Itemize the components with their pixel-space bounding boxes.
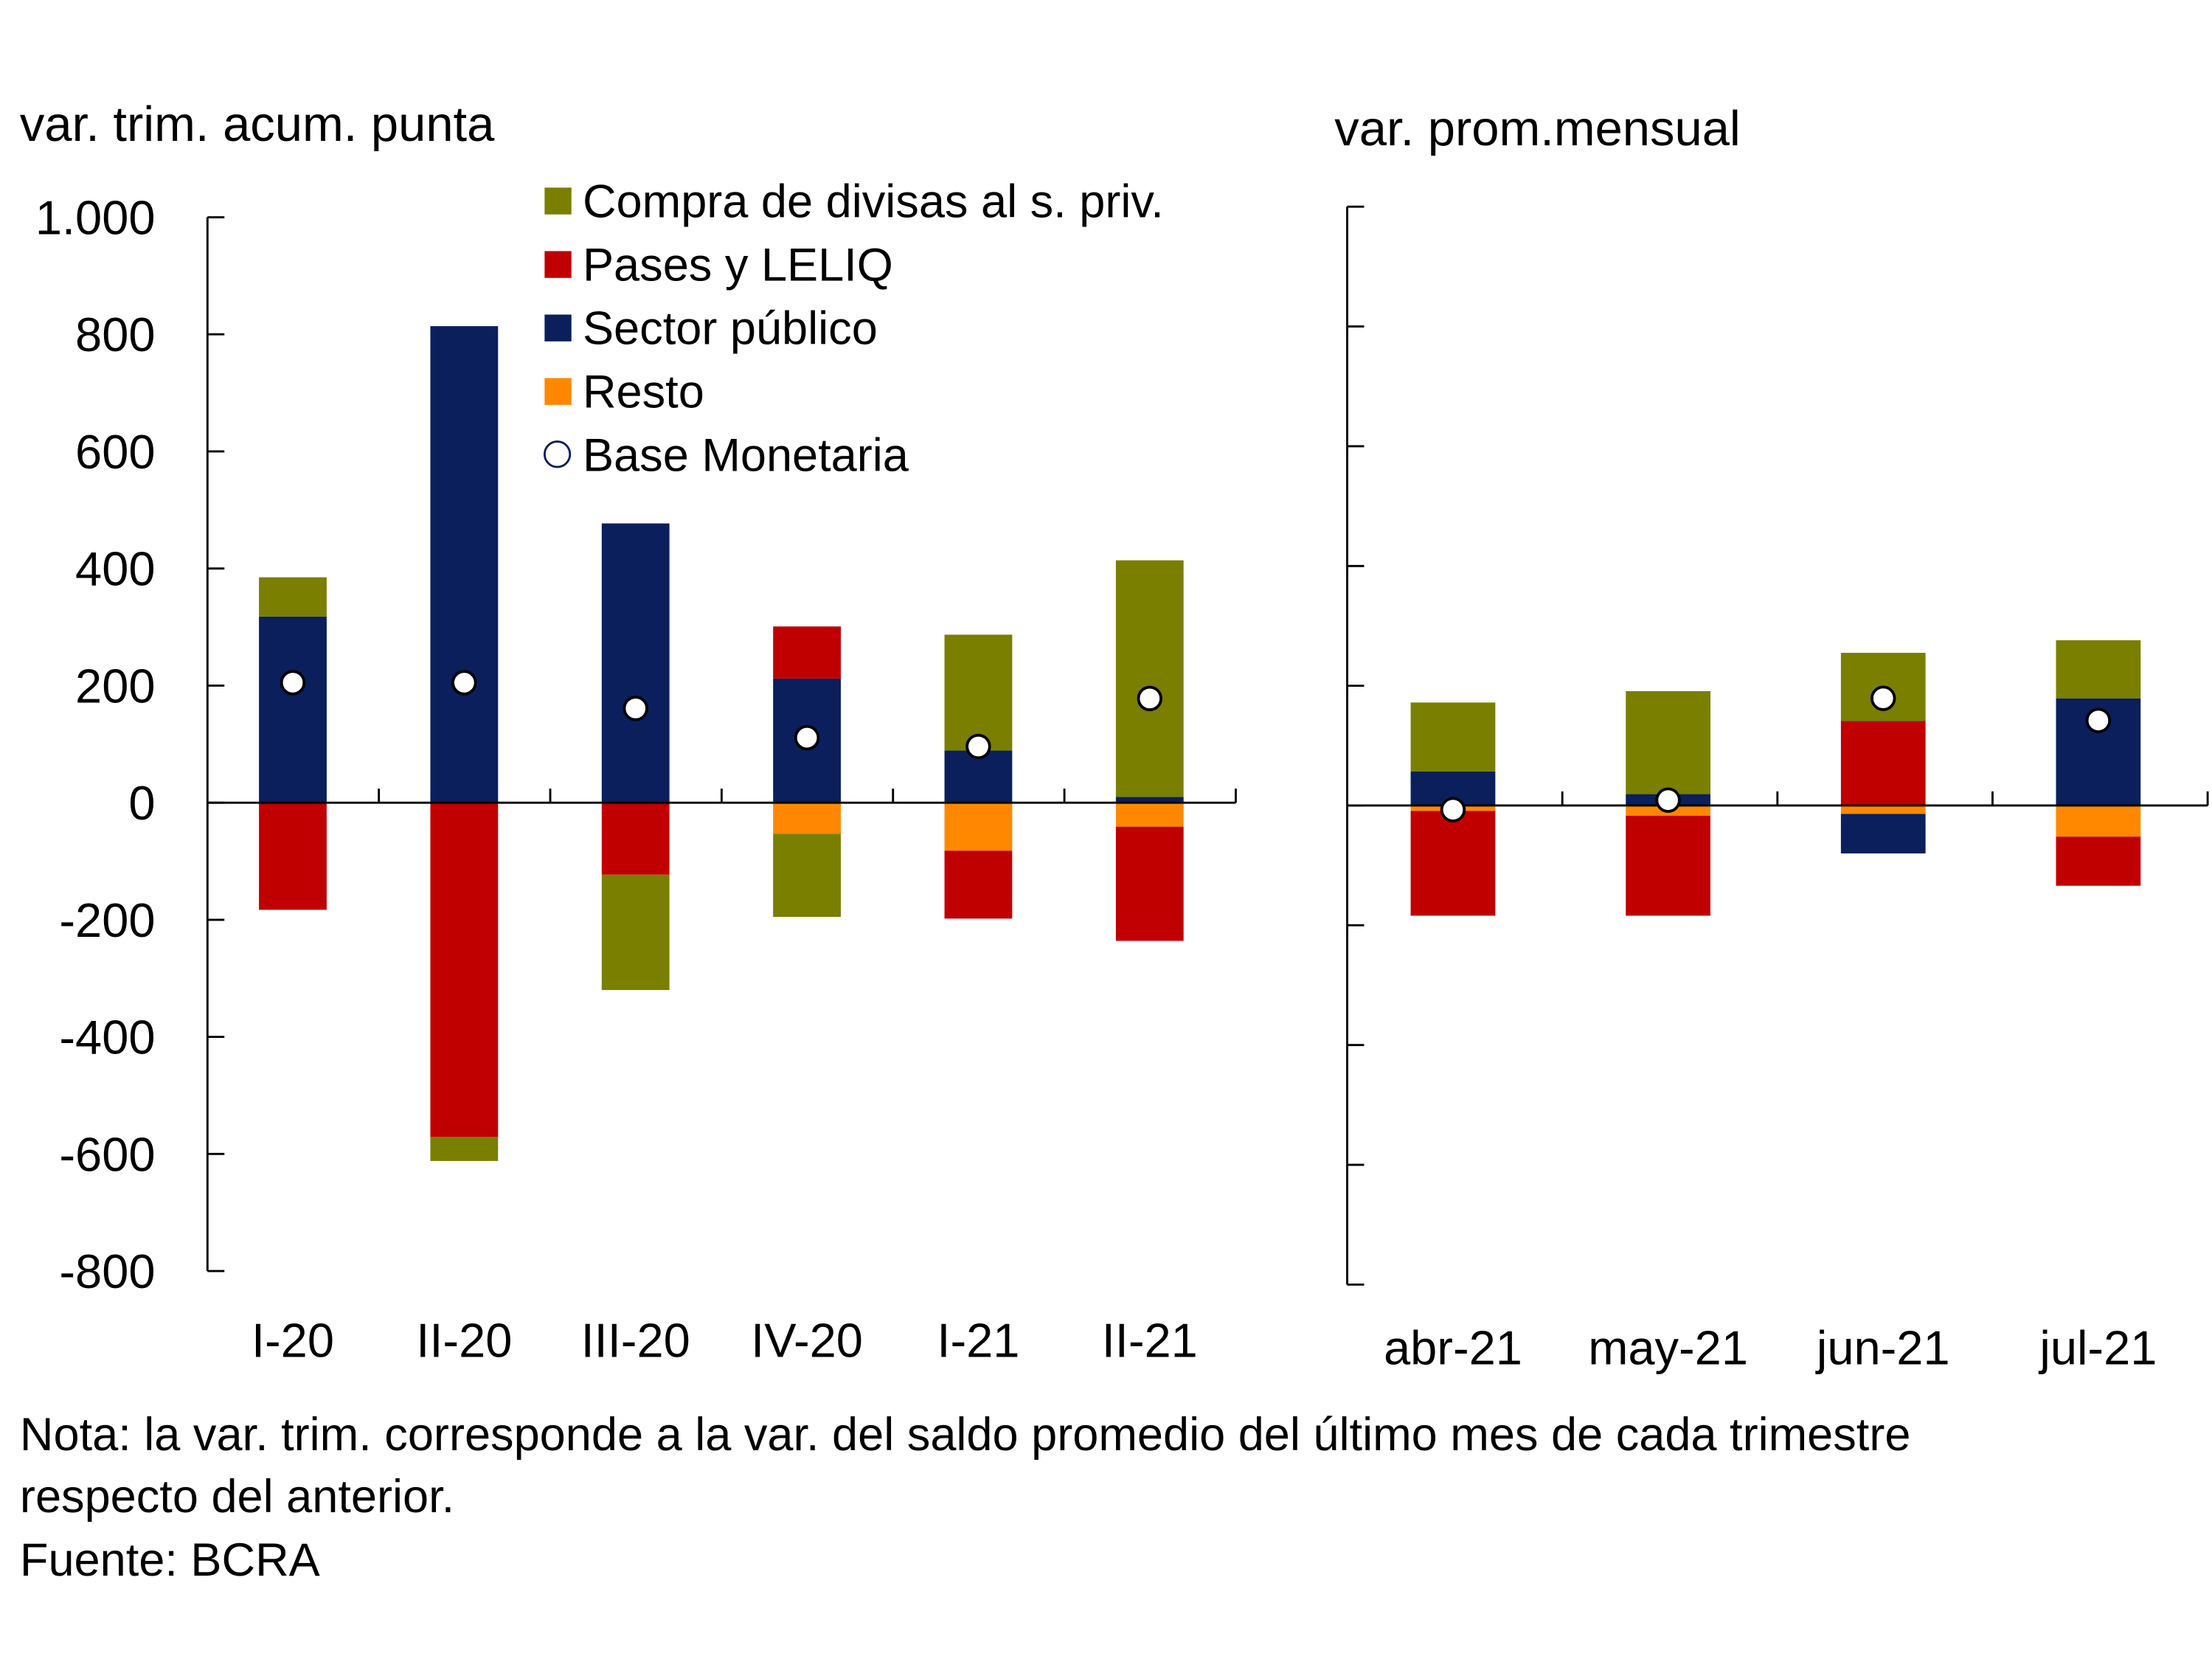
y-tick-label: 800 [75, 308, 155, 361]
legend-base-icon [543, 440, 572, 468]
y-tick-label: -400 [59, 1011, 155, 1064]
y-tick-label: 200 [75, 659, 155, 713]
base-monetaria-point-jun-21 [1871, 685, 1896, 711]
right-panel: abr-21 may-21 jun-21 jul-21 [1346, 205, 2209, 1374]
y-tick-label: 1.000 [35, 190, 156, 244]
x-tick-label: I-21 [937, 1314, 1019, 1368]
bar-publico-jun-21 [1840, 814, 1926, 853]
right-chart-title: var. prom.mensual [1334, 101, 1740, 156]
bar-resto-II-21 [1115, 803, 1184, 827]
bar-compra-I-21 [944, 634, 1013, 751]
bar-resto-jun-21 [1840, 805, 1926, 814]
base-monetaria-point-I-20 [280, 670, 306, 696]
legend-label: Resto [583, 367, 704, 418]
y-tick-label: -600 [59, 1127, 155, 1181]
legend-label: Sector público [583, 303, 878, 355]
source: Fuente: BCRA [20, 1534, 320, 1586]
bar-publico-I-21 [944, 750, 1013, 803]
x-tick-label: jul-21 [2038, 1320, 2157, 1374]
bar-compra-II-20 [430, 1137, 499, 1161]
bar-compra-I-20 [259, 577, 327, 617]
base-monetaria-point-may-21 [1655, 787, 1681, 813]
legend-compra-swatch [544, 187, 572, 215]
bar-compra-IV-20 [773, 834, 841, 917]
bar-pases-III-20 [601, 803, 670, 875]
bar-pases-jun-21 [1840, 721, 1926, 806]
bar-compra-II-21 [1115, 560, 1184, 797]
legend-label: Compra de divisas al s. priv. [583, 176, 1164, 228]
y-tick-label: 400 [75, 542, 155, 596]
base-monetaria-point-II-20 [451, 670, 477, 696]
x-tick-label: II-20 [416, 1314, 512, 1368]
base-monetaria-point-III-20 [623, 696, 648, 721]
y-tick-label: 0 [128, 776, 155, 830]
base-monetaria-point-abr-21 [1440, 797, 1466, 822]
bar-pases-I-21 [944, 851, 1013, 919]
bar-pases-II-21 [1115, 826, 1184, 941]
bar-pases-abr-21 [1410, 811, 1496, 916]
x-tick-label: jun-21 [1815, 1320, 1950, 1374]
bar-compra-may-21 [1626, 690, 1710, 794]
y-tick-label: -200 [59, 893, 155, 947]
bar-pases-may-21 [1626, 815, 1710, 916]
legend-label: Base Monetaria [583, 430, 909, 482]
bar-publico-III-20 [601, 523, 670, 803]
bar-resto-jul-21 [2056, 805, 2141, 837]
bar-pases-IV-20 [773, 626, 841, 679]
legend-label: Pases y LELIQ [583, 240, 893, 291]
base-monetaria-point-IV-20 [794, 724, 820, 751]
x-tick-label: I-20 [252, 1314, 334, 1368]
y-tick-label: -800 [59, 1244, 155, 1298]
x-tick-label: abr-21 [1384, 1320, 1522, 1374]
bar-publico-I-20 [259, 616, 327, 803]
x-tick-label: III-20 [581, 1314, 690, 1368]
note-line-1: Nota: la var. trim. corresponde a la var… [20, 1409, 1911, 1461]
bar-publico-II-20 [430, 326, 499, 803]
bar-compra-jul-21 [2056, 640, 2141, 699]
bar-compra-III-20 [601, 874, 670, 991]
x-tick-label: II-21 [1102, 1314, 1198, 1368]
bar-pases-II-20 [430, 803, 499, 1137]
bar-pases-jul-21 [2056, 837, 2141, 886]
left-panel: -800 -600 -400 -200 0 200 400 600 800 1.000 I-20 II… [35, 190, 1237, 1368]
bar-resto-IV-20 [773, 803, 841, 834]
y-tick-label: 600 [75, 425, 155, 479]
base-monetaria-point-II-21 [1137, 685, 1162, 712]
base-monetaria-point-jul-21 [2085, 707, 2112, 733]
x-tick-label: IV-20 [751, 1314, 863, 1368]
bar-pases-I-20 [259, 803, 327, 910]
bar-compra-abr-21 [1410, 702, 1496, 772]
base-monetaria-point-I-21 [965, 733, 991, 760]
legend-resto-swatch [544, 378, 572, 405]
legend-pases-swatch [544, 251, 572, 278]
left-chart-title: var. trim. acum. punta [20, 97, 495, 152]
x-tick-label: may-21 [1588, 1320, 1748, 1374]
note-line-2: respecto del anterior. [20, 1471, 454, 1523]
bar-publico-II-21 [1115, 797, 1184, 803]
legend-publico-swatch [544, 314, 572, 342]
bar-resto-I-21 [944, 803, 1013, 851]
legend: Compra de divisas al s. priv. Pases y LEL… [543, 176, 1164, 482]
